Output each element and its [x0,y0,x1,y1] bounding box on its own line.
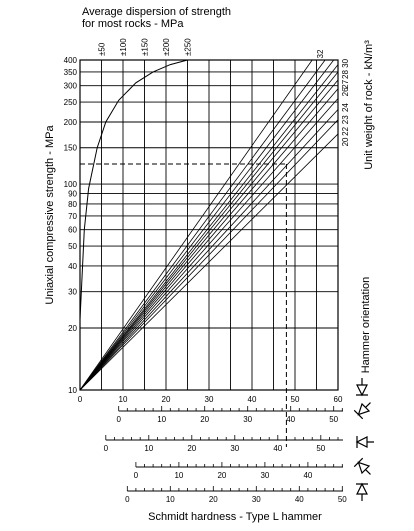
y-tick-label: 400 [64,56,78,65]
y-tick-label: 50 [68,242,77,251]
chart-title-line-2: for most rocks - MPa [82,18,184,30]
y-tick-label: 350 [64,68,78,77]
orientation-scale-label: 10 [157,415,166,424]
y-tick-label: 90 [68,189,77,198]
hammer-diagonal-up-icon [353,457,371,475]
orientation-scale-label: 10 [166,495,175,504]
unit-weight-line [79,79,339,391]
orientation-scale-label: 40 [273,444,282,453]
dispersion-label: ±50 [98,42,107,56]
x-axis-label: Schmidt hardness - Type L hammer [148,511,322,523]
unit-weight-label: 30 [341,58,350,67]
orientation-scale-label: 40 [303,471,312,480]
unit-weight-line [79,59,326,391]
orientation-scale-label: 20 [217,471,226,480]
x-tick-label: 40 [248,395,257,404]
unit-weight-line [79,59,335,391]
unit-weight-label: 20 [341,137,350,146]
orientation-scale-label: 30 [252,495,261,504]
x-tick-label: 50 [291,395,300,404]
orientation-icons [353,378,374,501]
orientation-scale-label: 10 [174,471,183,480]
x-tick-label: 30 [205,395,214,404]
orientation-scale-label: 40 [295,495,304,504]
unit-weight-label: 22 [341,126,350,135]
y-tick-label: 300 [64,82,78,91]
y-tick-label: 100 [64,180,78,189]
unit-weight-line [79,59,313,391]
y-tick-label: 10 [68,386,77,395]
y-tick-label: 150 [64,144,78,153]
x-tick-label: 0 [78,395,83,404]
y-tick-label: 80 [68,200,77,209]
y-tick-label: 20 [68,324,77,333]
dispersion-label: ±150 [141,38,150,56]
orientation-scale-label: 0 [116,415,121,424]
y-tick-label: 30 [68,288,77,297]
unit-weight-line [79,109,339,391]
orientation-scales: 0 10 20 30 40 50 0 10 20 30 40 50 0 10 20 30 40 0 10 20 30 40… [104,406,347,504]
orientation-scale-label: 30 [243,415,252,424]
dispersion-curve [79,59,188,320]
dispersion-label: ±200 [162,38,171,56]
orientation-scale-label: 30 [230,444,239,453]
unit-weight-line [79,119,339,391]
dispersion-label: ±100 [119,38,128,56]
orientation-scale-label: 0 [125,495,130,504]
right-axis-label: Unit weight of rock - kN/m³ [363,40,375,170]
plot-area: 1020304050607080901001502002503003504000… [64,38,350,447]
orientation-scale-label: 50 [338,495,347,504]
orientation-scale-label: 10 [144,444,153,453]
orientation-scale-label: 20 [209,495,218,504]
plot-frame [79,59,339,391]
orientation-scale-label: 20 [200,415,209,424]
unit-weight-label: 28 [341,70,350,79]
y-tick-label: 70 [68,212,77,221]
unit-weight-label: 23 [341,115,350,124]
unit-weight-line [79,71,339,391]
chart-title-line-1: Average dispersion of strength [82,6,231,18]
x-tick-label: 20 [162,395,171,404]
hammer-down-icon [356,378,368,397]
hammer-diagonal-down-icon [353,402,371,420]
orientation-scale-label: 0 [134,471,139,480]
unit-weight-label: 26 [341,87,350,96]
unit-weight-label: 24 [341,103,350,112]
unit-weight-line [79,98,339,391]
hammer-orientation-label: Hammer orientation [360,277,372,374]
x-tick-label: 60 [334,395,343,404]
dispersion-label: ±250 [184,38,193,56]
orientation-scale-label: 30 [260,471,269,480]
unit-weight-label: 27 [341,79,350,88]
hammer-horizontal-icon [355,436,374,448]
x-tick-label: 10 [119,395,128,404]
unit-weight-label: 32 [316,49,325,58]
unit-weight-line [79,64,339,391]
y-tick-label: 250 [64,98,78,107]
orientation-scale-label: 0 [104,444,109,453]
y-tick-label: 40 [68,262,77,271]
orientation-scale-label: 50 [329,415,338,424]
y-tick-label: 60 [68,226,77,235]
unit-weight-line [79,88,339,391]
hammer-up-icon [356,482,368,501]
orientation-scale-label: 20 [187,444,196,453]
orientation-scale-label: 50 [316,444,325,453]
y-tick-label: 200 [64,118,78,127]
y-axis-label: Uniaxial compressive strength - MPa [44,125,56,305]
orientation-scale-label: 40 [286,415,295,424]
unit-weight-line [79,133,339,391]
